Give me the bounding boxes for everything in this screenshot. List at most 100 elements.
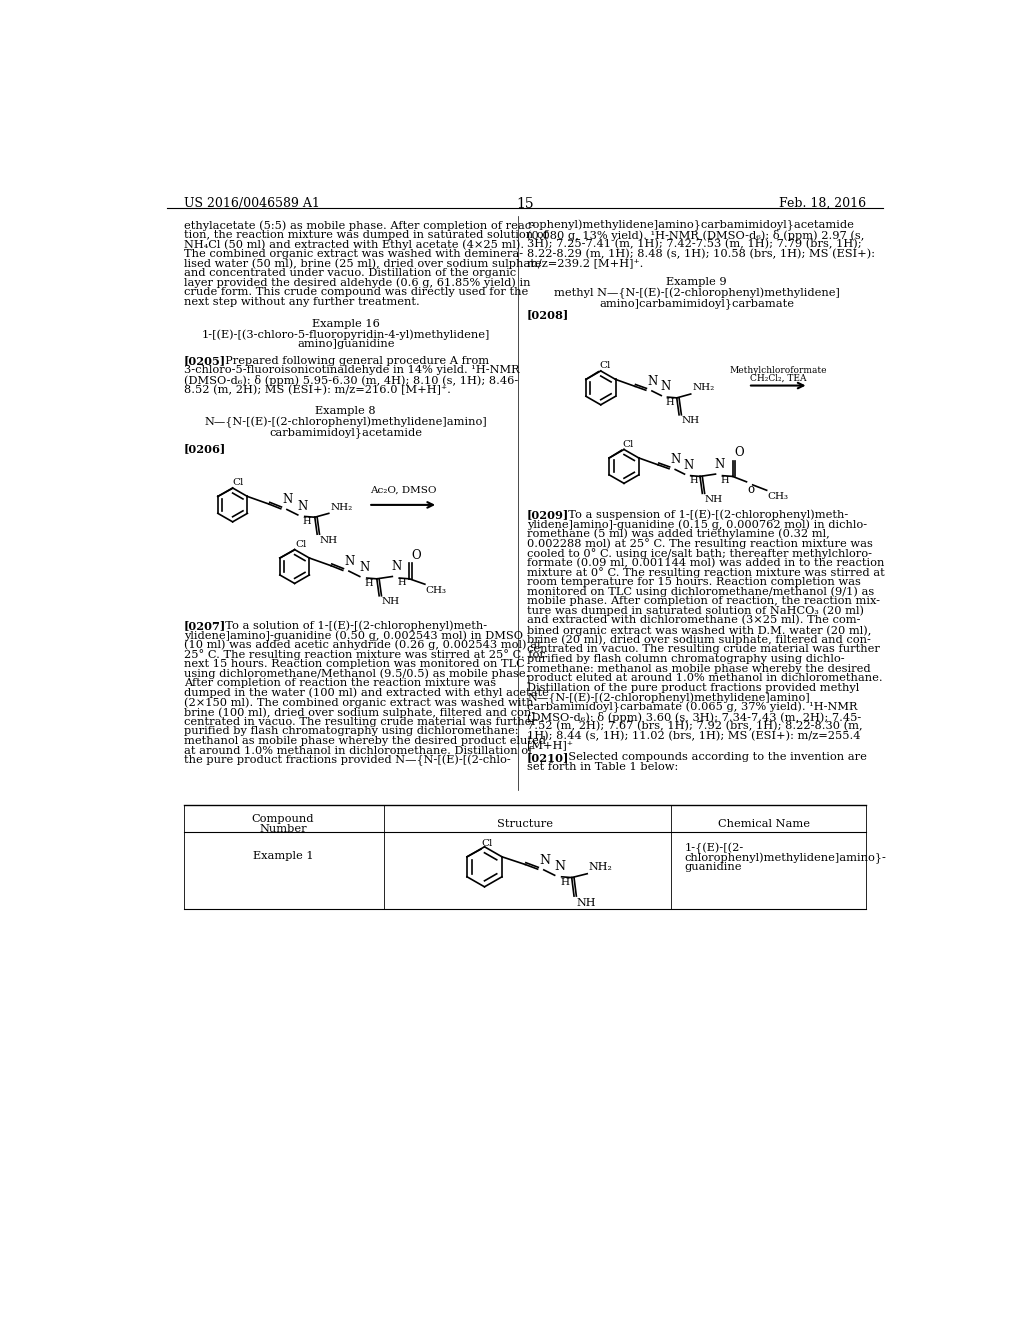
Text: ylidene]amino]-guanidine (0.15 g, 0.000762 mol) in dichlo-: ylidene]amino]-guanidine (0.15 g, 0.0007…: [527, 519, 867, 529]
Text: ylidene]amino]-guanidine (0.50 g, 0.002543 mol) in DMSO: ylidene]amino]-guanidine (0.50 g, 0.0025…: [183, 630, 523, 640]
Text: Methylchloroformate: Methylchloroformate: [729, 366, 827, 375]
Text: amino]carbamimidoyl}carbamate: amino]carbamimidoyl}carbamate: [599, 298, 794, 309]
Text: 3-chloro-5-fluoroisonicotinaldehyde in 14% yield. ¹H-NMR: 3-chloro-5-fluoroisonicotinaldehyde in 1…: [183, 366, 519, 375]
Text: N: N: [671, 453, 681, 466]
Text: Ac₂O, DMSO: Ac₂O, DMSO: [370, 486, 436, 495]
Text: [0207]: [0207]: [183, 620, 226, 631]
Text: N: N: [647, 375, 657, 388]
Text: H: H: [666, 397, 675, 407]
Text: guanidine: guanidine: [684, 862, 742, 873]
Text: using dichloromethane/Methanol (9.5/0.5) as mobile phase.: using dichloromethane/Methanol (9.5/0.5)…: [183, 668, 529, 678]
Text: NH₂: NH₂: [589, 862, 612, 873]
Text: Chemical Name: Chemical Name: [718, 818, 810, 829]
Text: dumped in the water (100 ml) and extracted with ethyl acetate: dumped in the water (100 ml) and extract…: [183, 688, 549, 698]
Text: [0208]: [0208]: [527, 309, 569, 321]
Text: H: H: [302, 517, 311, 527]
Text: carbamimidoyl}acetamide: carbamimidoyl}acetamide: [269, 428, 422, 438]
Text: 8.52 (m, 2H); MS (ESI+): m/z=216.0 [M+H]⁺.: 8.52 (m, 2H); MS (ESI+): m/z=216.0 [M+H]…: [183, 384, 451, 395]
Text: CH₃: CH₃: [426, 586, 446, 595]
Text: Compound: Compound: [252, 814, 314, 825]
Text: centrated in vacuo. The resulting crude material was further: centrated in vacuo. The resulting crude …: [183, 717, 537, 726]
Text: lised water (50 ml), brine (25 ml), dried over sodium sulphate: lised water (50 ml), brine (25 ml), drie…: [183, 259, 542, 269]
Text: Cl: Cl: [599, 362, 610, 370]
Text: N: N: [297, 499, 307, 512]
Text: (2×150 ml). The combined organic extract was washed with: (2×150 ml). The combined organic extract…: [183, 697, 534, 708]
Text: To a solution of 1-[(E)-[(2-chlorophenyl)meth-: To a solution of 1-[(E)-[(2-chlorophenyl…: [218, 620, 487, 631]
Text: cooled to 0° C. using ice/salt bath; thereafter methylchloro-: cooled to 0° C. using ice/salt bath; the…: [527, 548, 872, 558]
Text: methyl N—{N-[(E)-[(2-chlorophenyl)methylidene]: methyl N—{N-[(E)-[(2-chlorophenyl)methyl…: [554, 288, 840, 300]
Text: 8.22-8.29 (m, 1H); 8.48 (s, 1H); 10.58 (brs, 1H); MS (ESI+):: 8.22-8.29 (m, 1H); 8.48 (s, 1H); 10.58 (…: [527, 249, 876, 259]
Text: 1-[(E)-[(3-chloro-5-fluoropyridin-4-yl)methylidene]: 1-[(E)-[(3-chloro-5-fluoropyridin-4-yl)m…: [202, 330, 489, 341]
Text: product eluted at around 1.0% methanol in dichloromethane.: product eluted at around 1.0% methanol i…: [527, 673, 883, 684]
Text: mixture at 0° C. The resulting reaction mixture was stirred at: mixture at 0° C. The resulting reaction …: [527, 568, 885, 578]
Text: ture was dumped in saturated solution of NaHCO₃ (20 ml): ture was dumped in saturated solution of…: [527, 606, 864, 616]
Text: amino]guanidine: amino]guanidine: [297, 339, 394, 350]
Text: purified by flash column chromatography using dichlo-: purified by flash column chromatography …: [527, 653, 845, 664]
Text: crude form. This crude compound was directly used for the: crude form. This crude compound was dire…: [183, 288, 528, 297]
Text: H: H: [365, 579, 373, 587]
Text: 7.52 (m, 2H); 7.67 (brs, 1H); 7.92 (brs, 1H); 8.22-8.30 (m,: 7.52 (m, 2H); 7.67 (brs, 1H); 7.92 (brs,…: [527, 721, 863, 731]
Text: N: N: [283, 494, 293, 507]
Text: CH₂Cl₂, TEA: CH₂Cl₂, TEA: [750, 374, 807, 383]
Text: ethylacetate (5:5) as mobile phase. After completion of reac-: ethylacetate (5:5) as mobile phase. Afte…: [183, 220, 535, 231]
Text: NH: NH: [705, 495, 723, 504]
Text: tion, the reaction mixture was dumped in saturated solution of: tion, the reaction mixture was dumped in…: [183, 230, 548, 240]
Text: O: O: [735, 446, 744, 459]
Text: N: N: [660, 380, 671, 393]
Text: H: H: [720, 475, 729, 484]
Text: Cl: Cl: [232, 478, 244, 487]
Text: N—{N-[(E)-[(2-chlorophenyl)methylidene]amino]: N—{N-[(E)-[(2-chlorophenyl)methylidene]a…: [205, 417, 487, 429]
Text: next step without any further treatment.: next step without any further treatment.: [183, 297, 420, 308]
Text: chlorophenyl)methylidene]amino}-: chlorophenyl)methylidene]amino}-: [684, 853, 887, 863]
Text: [0210]: [0210]: [527, 752, 569, 763]
Text: NH₂: NH₂: [331, 503, 352, 512]
Text: N: N: [344, 554, 354, 568]
Text: rophenyl)methylidene]amino}carbamimidoyl}acetamide: rophenyl)methylidene]amino}carbamimidoyl…: [527, 220, 854, 231]
Text: H: H: [397, 578, 406, 587]
Text: NH₄Cl (50 ml) and extracted with Ethyl acetate (4×25 ml).: NH₄Cl (50 ml) and extracted with Ethyl a…: [183, 239, 524, 249]
Text: purified by flash chromatography using dichloromethane:: purified by flash chromatography using d…: [183, 726, 518, 737]
Text: room temperature for 15 hours. Reaction completion was: room temperature for 15 hours. Reaction …: [527, 577, 861, 587]
Text: Cl: Cl: [481, 838, 494, 847]
Text: centrated in vacuo. The resulting crude material was further: centrated in vacuo. The resulting crude …: [527, 644, 880, 655]
Text: and extracted with dichloromethane (3×25 ml). The com-: and extracted with dichloromethane (3×25…: [527, 615, 860, 626]
Text: m/z=239.2 [M+H]⁺.: m/z=239.2 [M+H]⁺.: [527, 259, 643, 268]
Text: [0205]: [0205]: [183, 355, 226, 367]
Text: monitored on TLC using dichloromethane/methanol (9/1) as: monitored on TLC using dichloromethane/m…: [527, 586, 874, 597]
Text: NH: NH: [319, 536, 338, 545]
Text: Cl: Cl: [295, 540, 307, 549]
Text: and concentrated under vacuo. Distillation of the organic: and concentrated under vacuo. Distillati…: [183, 268, 516, 279]
Text: set forth in Table 1 below:: set forth in Table 1 below:: [527, 762, 678, 772]
Text: formate (0.09 ml, 0.001144 mol) was added in to the reaction: formate (0.09 ml, 0.001144 mol) was adde…: [527, 557, 885, 568]
Text: romethane (5 ml) was added triethylamine (0.32 ml,: romethane (5 ml) was added triethylamine…: [527, 529, 829, 540]
Text: 15: 15: [516, 197, 534, 211]
Text: NH: NH: [382, 598, 399, 606]
Text: 1H); 8.44 (s, 1H); 11.02 (brs, 1H); MS (ESI+): m/z=255.4: 1H); 8.44 (s, 1H); 11.02 (brs, 1H); MS (…: [527, 731, 860, 742]
Text: NH: NH: [577, 898, 596, 908]
Text: [0206]: [0206]: [183, 444, 226, 454]
Text: Selected compounds according to the invention are: Selected compounds according to the inve…: [561, 752, 867, 763]
Text: carbamimidoyl}carbamate (0.065 g, 37% yield). ¹H-NMR: carbamimidoyl}carbamate (0.065 g, 37% yi…: [527, 702, 858, 713]
Text: 3H); 7.25-7.41 (m, 1H); 7.42-7.53 (m, 1H); 7.79 (brs, 1H);: 3H); 7.25-7.41 (m, 1H); 7.42-7.53 (m, 1H…: [527, 239, 862, 249]
Text: The combined organic extract was washed with deminera-: The combined organic extract was washed …: [183, 249, 523, 259]
Text: (DMSO-d₆): δ (ppm) 3.60 (s, 3H); 7.34-7.43 (m, 2H); 7.45-: (DMSO-d₆): δ (ppm) 3.60 (s, 3H); 7.34-7.…: [527, 711, 861, 722]
Text: NH₂: NH₂: [692, 384, 715, 392]
Text: H: H: [689, 477, 697, 486]
Text: next 15 hours. Reaction completion was monitored on TLC: next 15 hours. Reaction completion was m…: [183, 659, 524, 669]
Text: CH₃: CH₃: [767, 492, 788, 500]
Text: Example 16: Example 16: [312, 318, 380, 329]
Text: H: H: [560, 878, 569, 887]
Text: N: N: [359, 561, 370, 574]
Text: brine (100 ml), dried over sodium sulphate, filtered and con-: brine (100 ml), dried over sodium sulpha…: [183, 708, 535, 718]
Text: [M+H]⁺: [M+H]⁺: [527, 741, 573, 751]
Text: N: N: [684, 459, 694, 471]
Text: bined organic extract was washed with D.M. water (20 ml),: bined organic extract was washed with D.…: [527, 626, 871, 636]
Text: 0.002288 mol) at 25° C. The resulting reaction mixture was: 0.002288 mol) at 25° C. The resulting re…: [527, 539, 873, 549]
Text: Prepared following general procedure A from: Prepared following general procedure A f…: [218, 355, 489, 366]
Text: Number: Number: [259, 824, 307, 834]
Text: (10 ml) was added acetic anhydride (0.26 g, 0.002543 mol) at: (10 ml) was added acetic anhydride (0.26…: [183, 640, 542, 651]
Text: Example 1: Example 1: [253, 851, 313, 862]
Text: Example 9: Example 9: [667, 277, 727, 286]
Text: N: N: [540, 854, 550, 867]
Text: N—{N-[(E)-[(2-chlorophenyl)methylidene]amino]: N—{N-[(E)-[(2-chlorophenyl)methylidene]a…: [527, 693, 810, 704]
